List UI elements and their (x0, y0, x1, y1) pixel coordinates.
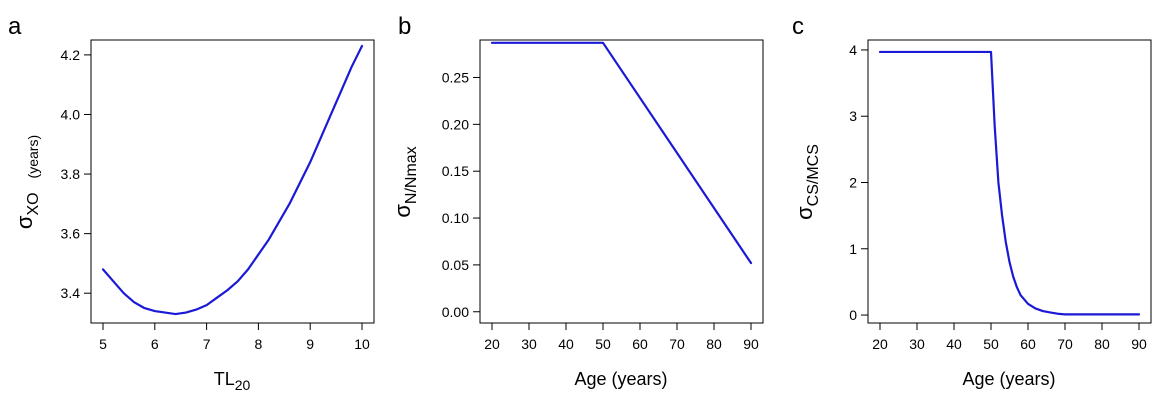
y-axis-a: 3.4 3.6 3.8 4.0 4.2 (61, 47, 91, 301)
y-tick-label-b-2: 0.10 (442, 210, 469, 226)
x-tick-label-b-2: 40 (558, 336, 574, 352)
plot-frame-c (867, 39, 1152, 324)
series-line-a-0 (101, 44, 364, 316)
x-tick-label-b-4: 60 (632, 336, 648, 352)
x-tick-label-c-5: 70 (1057, 336, 1073, 352)
y-axis-b: 0.00 0.05 0.10 0.15 0.20 0.25 (442, 69, 480, 320)
x-tick-label-c-2: 40 (946, 336, 962, 352)
x-tick-label-b-0: 20 (484, 336, 500, 352)
y-axis-c: 0 1 2 3 4 (849, 42, 868, 323)
x-axis-label-b: Age (years) (574, 369, 667, 389)
x-tick-label-b-3: 50 (595, 336, 611, 352)
y-axis-label-a: σXO(years) (12, 135, 42, 229)
x-tick-label-c-1: 30 (909, 336, 925, 352)
y-tick-label-b-0: 0.00 (442, 304, 469, 320)
y-tick-label-c-0: 0 (849, 307, 857, 323)
y-tick-label-a-0: 3.4 (61, 285, 81, 301)
y-tick-label-b-4: 0.20 (442, 116, 469, 132)
x-tick-label-a-0: 5 (99, 336, 107, 352)
y-tick-label-c-1: 1 (849, 241, 857, 257)
y-tick-label-b-5: 0.25 (442, 69, 469, 85)
x-tick-label-a-2: 7 (203, 336, 211, 352)
series-a (101, 44, 364, 316)
y-tick-label-c-4: 4 (849, 42, 857, 58)
x-tick-label-c-0: 20 (872, 336, 888, 352)
x-tick-label-b-1: 30 (521, 336, 537, 352)
x-tick-label-c-6: 80 (1094, 336, 1110, 352)
panel-letter-a: a (8, 13, 22, 40)
y-tick-label-a-1: 3.6 (61, 226, 81, 242)
x-tick-label-c-3: 50 (983, 336, 999, 352)
x-axis-label-c: Age (years) (962, 369, 1055, 389)
x-axis-label-a: TL20 (214, 369, 251, 393)
y-tick-label-c-2: 2 (849, 174, 857, 190)
y-tick-label-a-4: 4.2 (61, 47, 81, 63)
x-tick-label-b-6: 80 (706, 336, 722, 352)
x-tick-label-b-5: 70 (669, 336, 685, 352)
plot-frame-b (479, 39, 764, 324)
series-b (490, 41, 753, 265)
series-c (878, 50, 1141, 316)
y-tick-label-b-3: 0.15 (442, 163, 469, 179)
x-tick-label-a-4: 9 (306, 336, 314, 352)
x-axis-b: 20 30 40 50 60 70 80 90 (484, 323, 759, 352)
y-tick-label-a-2: 3.8 (61, 166, 81, 182)
x-tick-label-a-5: 10 (354, 336, 370, 352)
panel-c: c 20 30 40 50 60 70 80 90 0 1 2 3 4 Age (years) σCS… (792, 13, 1152, 389)
x-tick-label-a-3: 8 (255, 336, 263, 352)
panel-a: a 5 6 7 8 9 10 3.4 3.6 3.8 4.0 4.2 TL20 σXO(years… (8, 13, 375, 393)
plot-frame-a (90, 39, 375, 324)
y-axis-label-b: σN/Nmax (390, 146, 420, 217)
x-tick-label-c-7: 90 (1131, 336, 1147, 352)
series-line-b-0 (490, 41, 753, 265)
series-line-c-0 (878, 50, 1141, 316)
x-tick-label-b-7: 90 (743, 336, 759, 352)
y-tick-label-c-3: 3 (849, 108, 857, 124)
x-axis-c: 20 30 40 50 60 70 80 90 (872, 323, 1147, 352)
panel-letter-c: c (792, 13, 804, 40)
panel-letter-b: b (398, 13, 411, 40)
y-tick-label-a-3: 4.0 (61, 106, 81, 122)
y-axis-label-c: σCS/MCS (792, 144, 822, 220)
y-tick-label-b-1: 0.05 (442, 257, 469, 273)
x-axis-a: 5 6 7 8 9 10 (99, 323, 370, 352)
panel-b: b 20 30 40 50 60 70 80 90 0.000.050.100.150.200… (390, 13, 764, 389)
x-tick-label-c-4: 60 (1020, 336, 1036, 352)
x-tick-label-a-1: 6 (151, 336, 159, 352)
